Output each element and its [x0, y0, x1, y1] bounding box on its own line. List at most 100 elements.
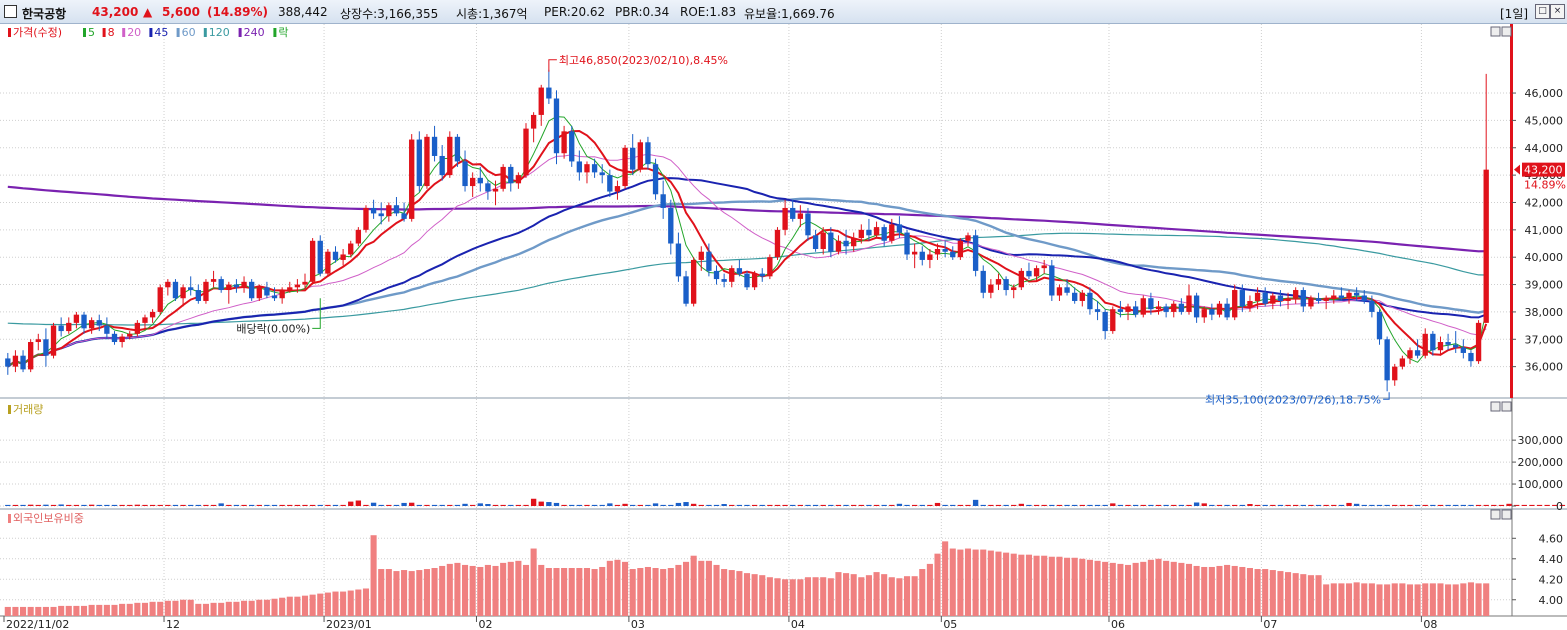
pane-minimize-button[interactable] — [1490, 401, 1501, 412]
volume-bar — [584, 504, 590, 506]
pane-close-button[interactable] — [1501, 401, 1512, 412]
foreign-holding-bar — [1224, 564, 1231, 616]
volume-bar — [630, 504, 636, 506]
foreign-legend: 외국인보유비중 — [13, 512, 84, 525]
volume-bar — [1514, 504, 1520, 506]
period-selector[interactable]: [1일] — [1500, 7, 1529, 21]
volume-bar — [820, 504, 826, 506]
foreign-holding-bar — [378, 569, 385, 616]
candle-body — [248, 281, 255, 299]
foreign-holding-bar — [1422, 583, 1429, 616]
candle-body — [828, 232, 834, 252]
foreign-holding-bar — [583, 568, 591, 616]
foreign-holding-bar — [858, 577, 865, 616]
volume-bar — [317, 504, 323, 506]
foreign-holding-bar — [340, 591, 347, 616]
candle-body — [980, 270, 986, 293]
candle-body — [378, 213, 384, 217]
volume-bar — [1475, 504, 1482, 506]
candle-body — [157, 287, 163, 312]
volume-bar — [1033, 504, 1040, 506]
volume-bar — [81, 504, 87, 506]
candle-body — [43, 339, 49, 356]
foreign-holding-bar — [515, 560, 522, 616]
volume-bar — [1216, 504, 1223, 506]
foreign-holding-bar — [721, 569, 728, 616]
foreign-holding-bar — [1239, 566, 1246, 616]
foreign-holding-bar — [751, 574, 758, 616]
candle-body — [873, 227, 880, 236]
volume-bar — [1392, 504, 1398, 506]
candle-body — [904, 232, 910, 255]
foreign-holding-bar — [1376, 584, 1383, 616]
candle-body — [1331, 295, 1337, 299]
foreign-holding-bar — [149, 601, 156, 616]
candle-body — [1102, 311, 1108, 332]
candle-body — [1148, 298, 1154, 310]
candle-body — [233, 284, 240, 288]
candle-body — [1293, 290, 1299, 299]
x-tick-label: 02 — [478, 618, 492, 630]
candle-body — [81, 314, 87, 329]
foreign-holding-bar — [271, 598, 278, 616]
pane-close-button[interactable] — [1501, 26, 1512, 37]
volume-bar — [972, 499, 979, 506]
volume-bar — [729, 504, 735, 506]
candle-body — [652, 164, 659, 195]
candle-body — [927, 254, 933, 260]
foreign-holding-bar — [4, 606, 11, 616]
candle-body — [1414, 350, 1421, 356]
foreign-holding-bar — [1323, 584, 1330, 616]
foreign-holding-bar — [1277, 571, 1284, 616]
candle-body — [165, 281, 171, 288]
candle-body — [576, 161, 583, 173]
candle-body — [988, 284, 994, 293]
select-checkbox[interactable] — [4, 5, 17, 18]
stock-name[interactable]: 한국공항 — [22, 7, 67, 21]
foreign-holding-bar — [461, 564, 469, 616]
foreign-holding-bar — [1254, 569, 1261, 616]
foreign-holding-bar — [50, 606, 57, 616]
volume-axis-tick-label: 300,000 — [1518, 434, 1564, 447]
volume-bar — [515, 504, 522, 506]
foreign-holding-bar — [1193, 565, 1200, 616]
candle-body — [843, 240, 849, 247]
volume-bar — [1140, 504, 1146, 506]
pane-minimize-button[interactable] — [1490, 509, 1501, 520]
foreign-holding-bar — [1041, 555, 1048, 616]
legend-item-1: 5 — [88, 26, 95, 39]
candle-body — [1346, 292, 1352, 299]
volume-bar — [812, 504, 819, 506]
candle-body — [1117, 309, 1124, 312]
volume-bar — [1536, 504, 1543, 506]
legend-marker — [149, 28, 153, 37]
pane-close-button[interactable] — [1501, 509, 1512, 520]
candle-body — [668, 207, 674, 244]
candle-body — [1072, 292, 1078, 301]
volume-bar — [1361, 504, 1367, 506]
foreign-holding-bar — [545, 568, 552, 616]
current-price: 43,200 — [92, 5, 139, 19]
foreign-holding-bar — [934, 553, 941, 616]
pane-minimize-button[interactable] — [1490, 26, 1501, 37]
foreign-holding-bar — [1452, 584, 1459, 616]
foreign-holding-bar — [1185, 563, 1193, 616]
price-axis-tick-label: 39,000 — [1525, 279, 1564, 292]
stock-chart[interactable]: 36,000 37,000 38,000 39,000 40,000 41,000 42,0… — [0, 24, 1567, 630]
volume-bar — [134, 504, 141, 506]
volume-bar — [668, 504, 674, 506]
price-axis-tick-label: 40,000 — [1525, 251, 1564, 264]
foreign-legend-marker — [8, 514, 11, 523]
candle-body — [1239, 290, 1246, 307]
foreign-holding-bar — [743, 573, 751, 616]
close-button[interactable]: × — [1550, 4, 1565, 19]
foreign-holding-bar — [141, 602, 149, 616]
legend-item-8: 락 — [278, 26, 288, 39]
maximize-button[interactable]: □ — [1535, 4, 1550, 19]
foreign-holding-bar — [1048, 556, 1055, 616]
volume-bar — [35, 504, 41, 506]
foreign-holding-bar — [1307, 575, 1314, 616]
foreign-holding-bar — [1399, 583, 1406, 616]
legend-item-0: 가격(수정) — [13, 26, 62, 39]
volume-bar — [1232, 504, 1238, 506]
